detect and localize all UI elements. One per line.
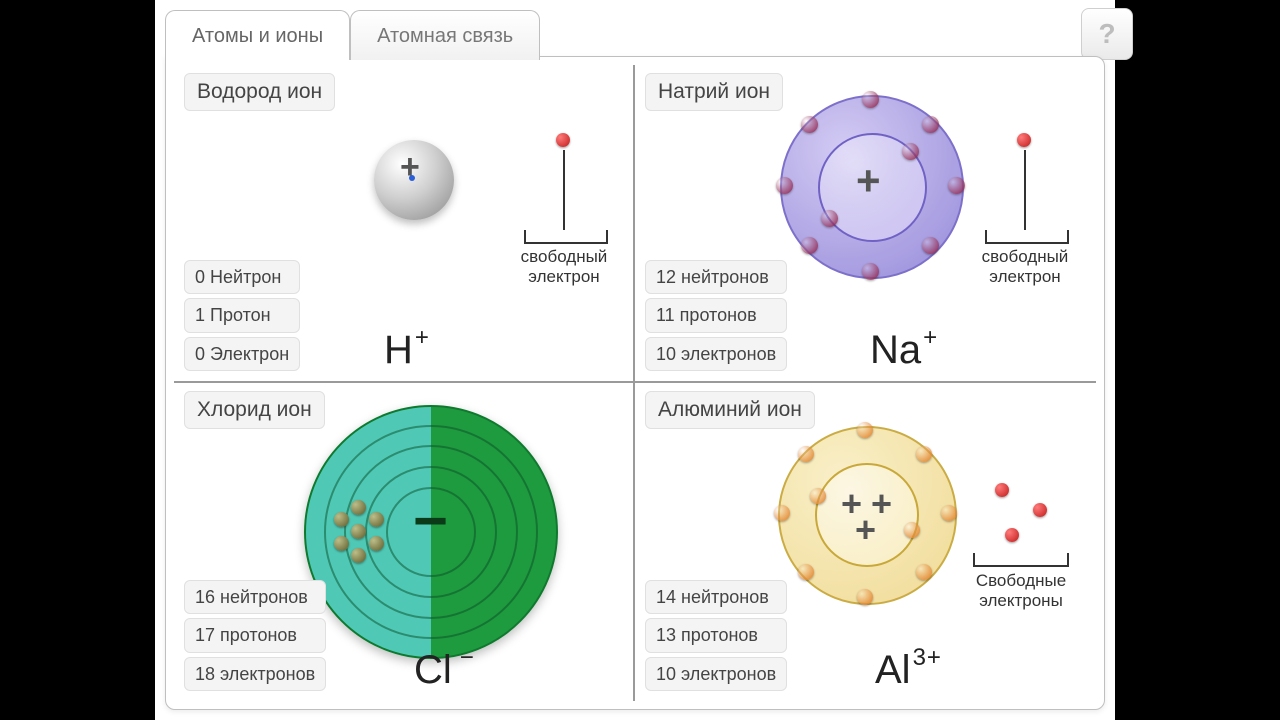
- free-electron-label: свободныйэлектрон: [969, 247, 1081, 286]
- element-symbol: H+: [384, 324, 430, 373]
- ion-title: Натрий ион: [645, 73, 783, 111]
- electron: [941, 505, 957, 521]
- ion-title: Водород ион: [184, 73, 335, 111]
- free-electron-dot: [1017, 133, 1031, 147]
- ion-grid: Водород ион + свободныйэлектрон 0 Нейтро…: [174, 65, 1096, 701]
- electron: [862, 91, 879, 108]
- electron: [857, 589, 873, 605]
- tab-atomic-bond[interactable]: Атомная связь: [350, 10, 540, 60]
- free-electron-dot: [995, 483, 1009, 497]
- electron: [916, 446, 932, 462]
- free-electron-label: свободныйэлектрон: [508, 247, 620, 286]
- electron: [774, 505, 790, 521]
- electron-bracket: [985, 230, 1069, 244]
- help-icon: ?: [1098, 18, 1115, 50]
- particle-counts: 14 нейтронов 13 протонов 10 электронов: [645, 576, 787, 691]
- cell-sodium: Натрий ион + свободныйэлектрон 12 нейтро…: [635, 65, 1096, 383]
- free-electron-dot: [1005, 528, 1019, 542]
- center-dot: [409, 175, 415, 181]
- free-electron-dot: [1033, 503, 1047, 517]
- electron-stick: [1024, 150, 1026, 230]
- particle-counts: 12 нейтронов 11 протонов 10 электронов: [645, 256, 787, 371]
- free-electrons-label: Свободныеэлектроны: [965, 571, 1077, 610]
- chloride-diagram: −: [294, 395, 564, 665]
- electron-stick: [563, 150, 565, 230]
- particle-counts: 16 нейтронов 17 протонов 18 электронов: [184, 576, 326, 691]
- cell-aluminium: Алюминий ион +++ Свободныеэлектроны 14 н…: [635, 383, 1096, 701]
- electron: [922, 116, 939, 133]
- free-electron-dot: [556, 133, 570, 147]
- electron: [798, 446, 814, 462]
- electron: [801, 116, 818, 133]
- electron: [810, 488, 826, 504]
- tab-atoms-ions[interactable]: Атомы и ионы: [165, 10, 350, 60]
- electron: [916, 564, 932, 580]
- sodium-diagram: +: [770, 85, 970, 285]
- particle-counts: 0 Нейтрон 1 Протон 0 Электрон: [184, 256, 300, 371]
- electron: [801, 237, 818, 254]
- element-symbol: Al3+: [875, 644, 942, 693]
- electron: [857, 422, 873, 438]
- electron-bracket: [973, 553, 1069, 567]
- electron-bracket: [524, 230, 608, 244]
- electron: [948, 177, 965, 194]
- plus-icon: +: [400, 148, 420, 187]
- element-symbol: Cl−: [414, 644, 475, 693]
- electron: [776, 177, 793, 194]
- hydrogen-diagram: +: [354, 120, 474, 240]
- element-symbol: Na+: [870, 324, 938, 373]
- cell-chloride: Хлорид ион − 16 нейтронов 17 протонов 18…: [174, 383, 635, 701]
- electron: [902, 143, 919, 160]
- tab-bar: Атомы и ионы Атомная связь: [165, 10, 540, 60]
- cell-hydrogen: Водород ион + свободныйэлектрон 0 Нейтро…: [174, 65, 635, 383]
- app-stage: Атомы и ионы Атомная связь ? Водород ион…: [155, 0, 1115, 720]
- electron: [862, 263, 879, 280]
- aluminium-diagram: +++: [765, 413, 965, 613]
- content-panel: Водород ион + свободныйэлектрон 0 Нейтро…: [165, 56, 1105, 710]
- electron: [798, 564, 814, 580]
- help-button[interactable]: ?: [1081, 8, 1133, 60]
- electron: [904, 522, 920, 538]
